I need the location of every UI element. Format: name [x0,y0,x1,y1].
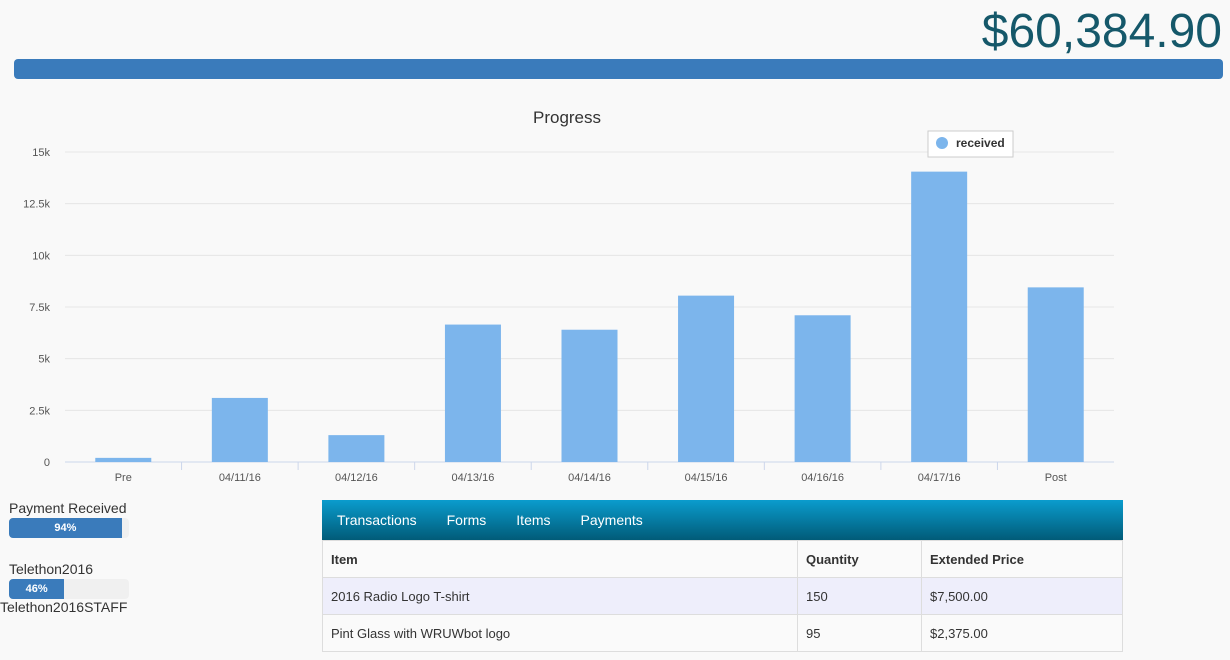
cell-item: Pint Glass with WRUWbot logo [322,614,798,652]
y-tick-label: 5k [38,354,50,366]
y-tick-label: 15k [32,147,50,159]
column-header-quantity[interactable]: Quantity [797,540,922,578]
x-tick-label: 04/14/16 [568,472,611,484]
tab-transactions[interactable]: Transactions [337,512,417,528]
side-panel: Payment Received 94% Telethon2016 46% Te… [0,500,140,615]
bar-04/17/16[interactable] [911,171,968,462]
x-tick-label: 04/13/16 [452,472,495,484]
payment-received-label: Payment Received [9,500,127,516]
y-tick-label: 12.5k [23,199,50,211]
bar-04/11/16[interactable] [211,397,268,462]
x-tick-label: 04/16/16 [801,472,844,484]
tab-forms[interactable]: Forms [446,512,487,528]
bar-Pre[interactable] [95,457,152,462]
telethon-bar: 46% [9,579,129,599]
cell-item: 2016 Radio Logo T-shirt [322,577,798,615]
table-row[interactable]: Pint Glass with WRUWbot logo 95 $2,375.0… [322,614,1123,652]
chart-title: Progress [533,108,601,127]
y-tick-label: 10k [32,250,50,262]
legend-marker-received [936,137,948,149]
cell-extended-price: $7,500.00 [921,577,1123,615]
x-tick-label: 04/15/16 [685,472,728,484]
tab-payments[interactable]: Payments [580,512,643,528]
cell-quantity: 150 [797,577,922,615]
items-table: Item Quantity Extended Price 2016 Radio … [322,540,1123,652]
legend-label-received: received [956,136,1005,150]
bar-04/16/16[interactable] [794,315,851,462]
telethon-staff-label: Telethon2016STAFF [0,599,128,615]
x-tick-label: 04/12/16 [335,472,378,484]
column-header-item[interactable]: Item [322,540,798,578]
telethon-fill: 46% [9,579,65,599]
bar-04/12/16[interactable] [328,435,385,462]
y-tick-label: 2.5k [29,405,50,417]
x-tick-label: Post [1045,472,1067,484]
y-tick-label: 7.5k [29,302,50,314]
bar-04/13/16[interactable] [444,324,501,462]
payment-received-fill: 94% [9,518,122,538]
x-tick-label: 04/17/16 [918,472,961,484]
progress-chart: Progress Pre 04/11/16 04/12/16 04/13/16 04/1… [0,100,1130,490]
x-tick-label: 04/11/16 [219,472,261,484]
bar-04/15/16[interactable] [678,295,735,462]
panel-tabs: Transactions Forms Items Payments [322,500,1123,540]
bar-Post[interactable] [1027,287,1084,462]
chart-svg: Progress Pre 04/11/16 04/12/16 04/13/16 04/1… [23,108,1114,484]
column-header-extended-price[interactable]: Extended Price [921,540,1123,578]
total-amount: $60,384.90 [981,5,1222,58]
cell-quantity: 95 [797,614,922,652]
x-tick-label: Pre [115,472,132,484]
telethon-label: Telethon2016 [9,561,94,577]
chart-legend[interactable]: received [927,130,1014,158]
cell-extended-price: $2,375.00 [921,614,1123,652]
overall-progress-bar [14,59,1223,79]
bar-04/14/16[interactable] [561,329,618,462]
tab-items[interactable]: Items [516,512,551,528]
y-tick-label: 0 [44,457,50,469]
details-panel: Transactions Forms Items Payments Item Q… [322,500,1123,660]
payment-received-bar: 94% [9,518,129,538]
table-row[interactable]: 2016 Radio Logo T-shirt 150 $7,500.00 [322,577,1123,615]
table-header-row: Item Quantity Extended Price [322,540,1123,578]
